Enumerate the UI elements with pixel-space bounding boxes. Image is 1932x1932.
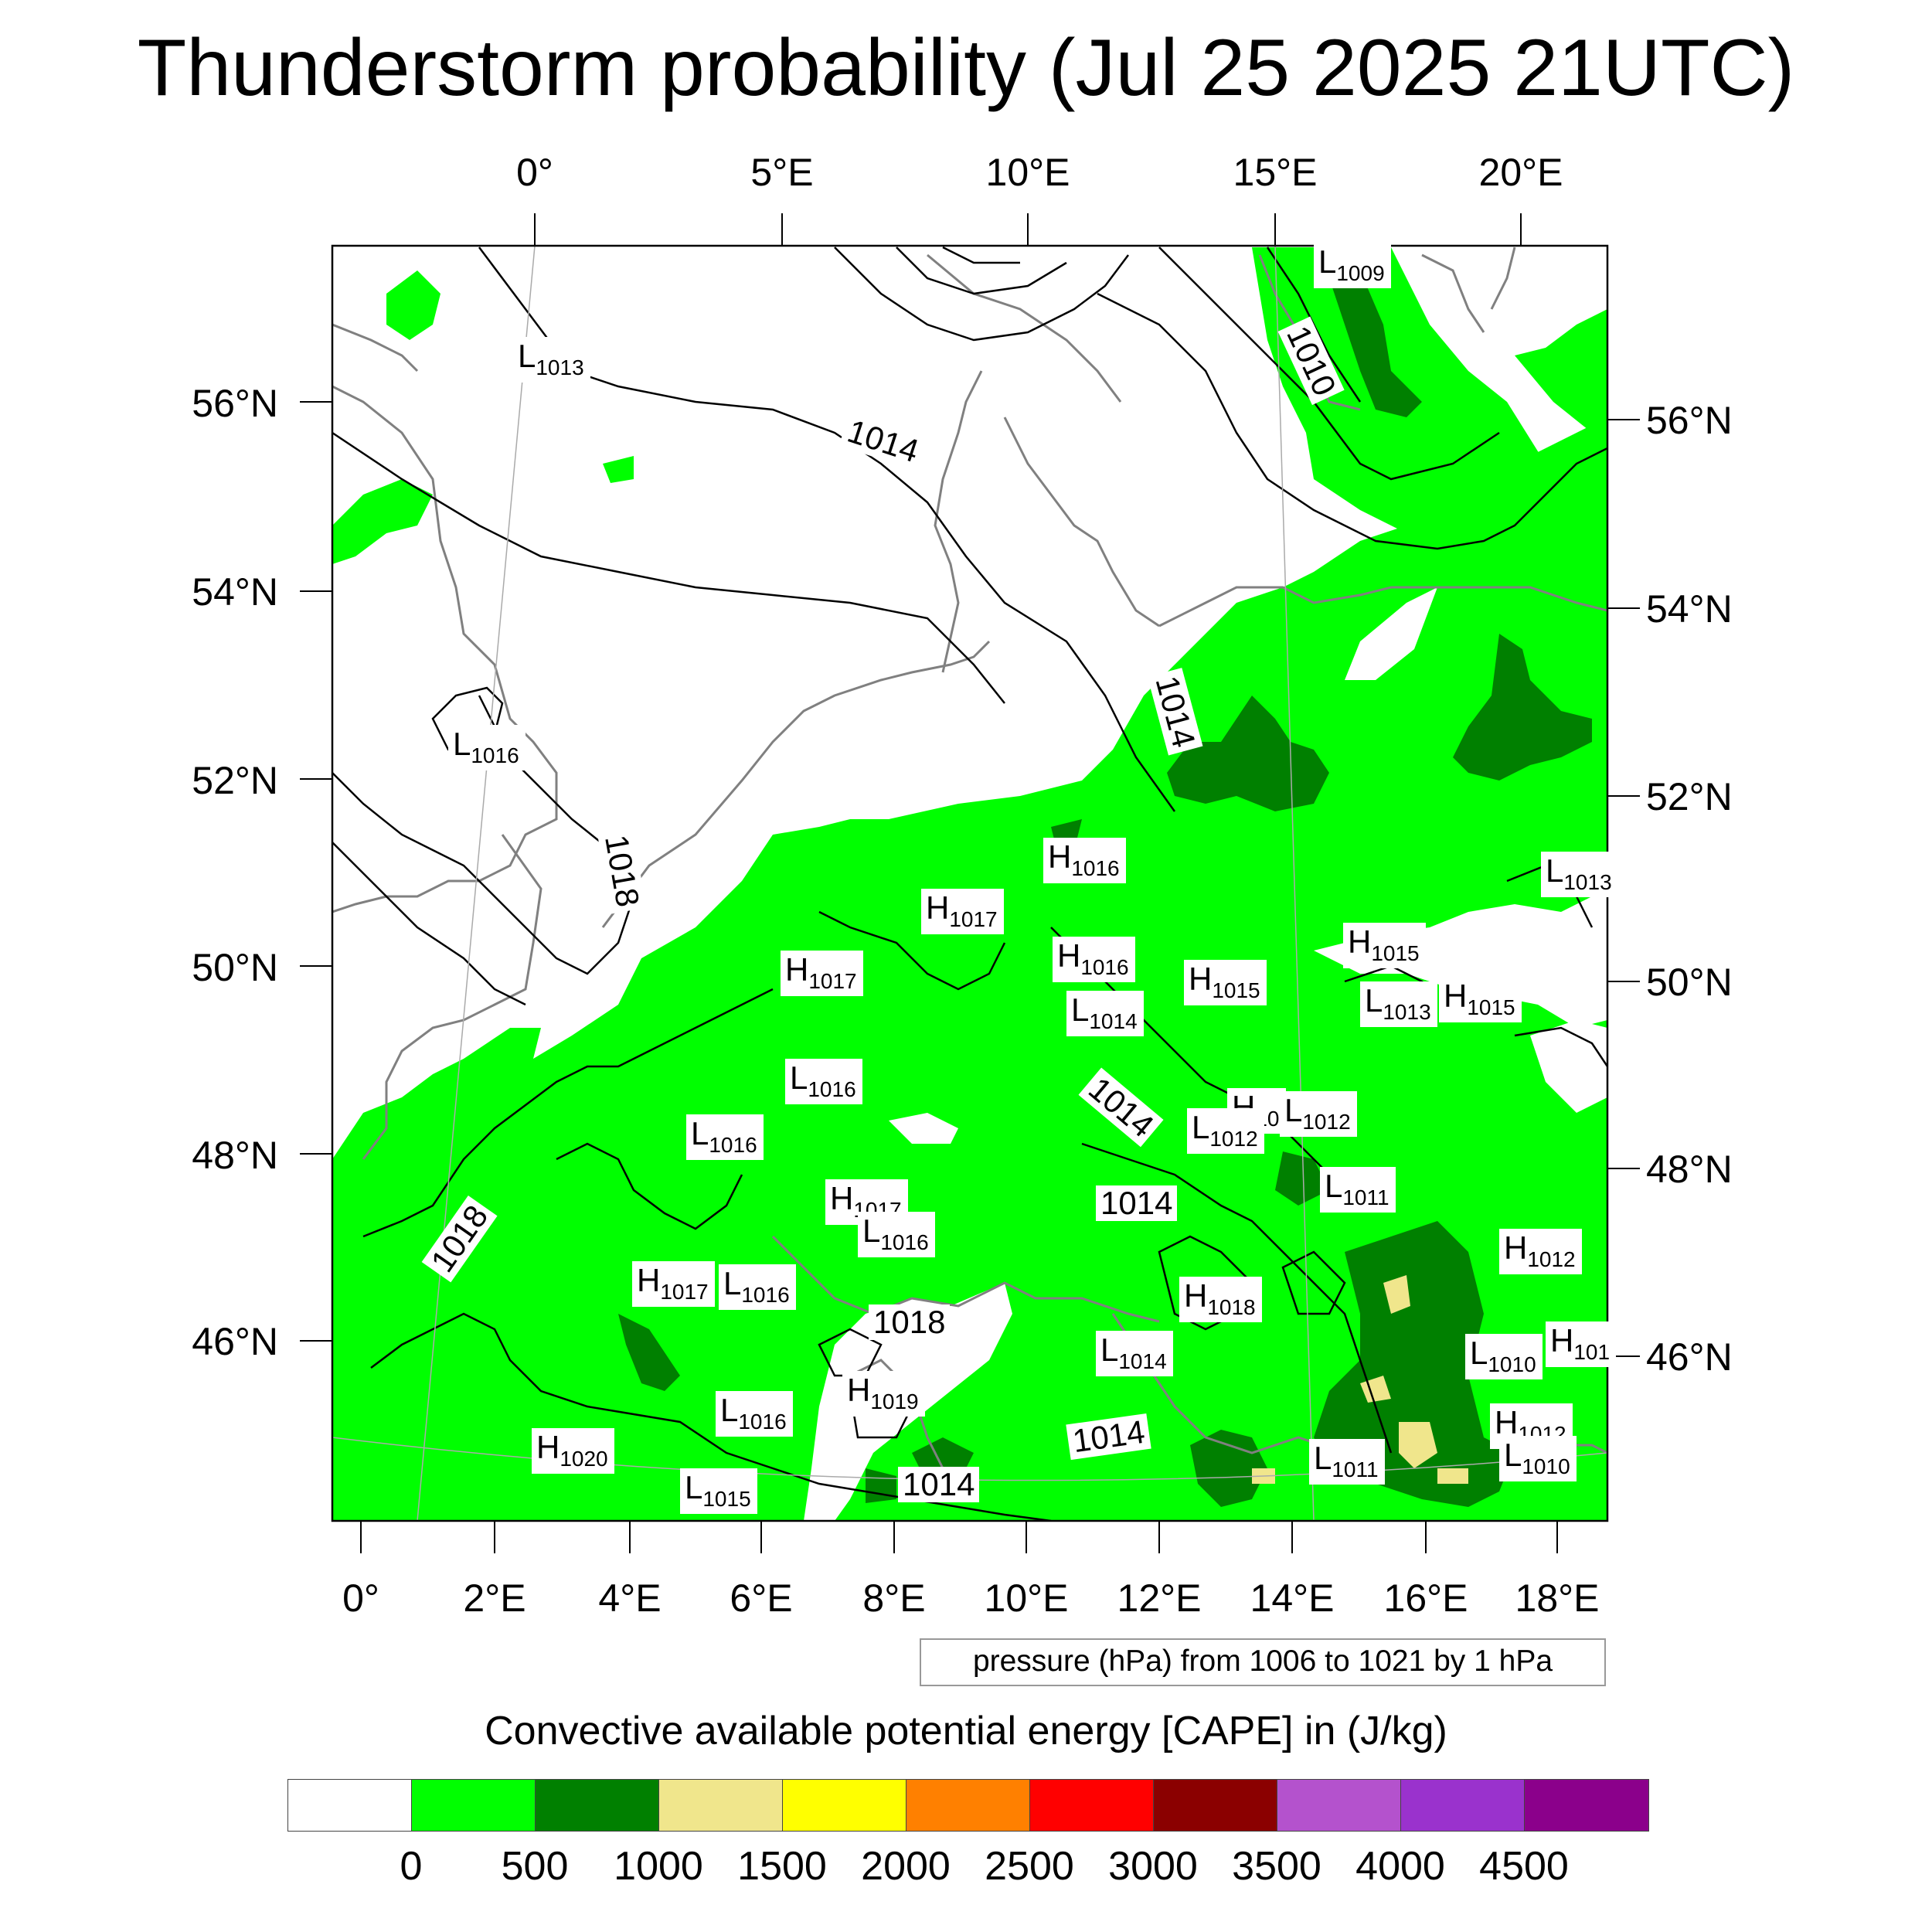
lon-bottom-label: 8°E <box>862 1577 926 1620</box>
lon-top-label: 15°E <box>1233 151 1318 194</box>
pressure-center-label: L1011 <box>1309 1439 1385 1485</box>
lat-right-label: 54°N <box>1646 587 1733 631</box>
pressure-center-label: L1016 <box>686 1114 764 1160</box>
isobar-label: 1018 <box>869 1304 951 1340</box>
colorbar-swatch <box>1401 1780 1525 1831</box>
cape-khaki <box>1252 1275 1468 1484</box>
colorbar-swatch <box>412 1780 536 1831</box>
pressure-center-label: L1011 <box>1320 1167 1396 1213</box>
lat-left-label: 50°N <box>192 946 278 989</box>
colorbar-swatch <box>1154 1780 1277 1831</box>
pressure-center-label: L1016 <box>785 1059 862 1104</box>
lat-right-label: 48°N <box>1646 1148 1733 1191</box>
page-title: Thunderstorm probability (Jul 25 2025 21… <box>137 23 1795 113</box>
lon-bottom-label: 12°E <box>1117 1577 1202 1620</box>
pressure-center-label: H1019 <box>842 1371 925 1417</box>
lat-left-label: 54°N <box>192 570 278 614</box>
pressure-center-label: H1016 <box>1043 838 1126 883</box>
pressure-center-label: H101 <box>1546 1321 1617 1367</box>
lon-bottom-label: 16°E <box>1383 1577 1468 1620</box>
pressure-center-label: H1015 <box>1439 977 1522 1022</box>
pressure-center-label: L1012 <box>1280 1091 1357 1137</box>
cape-dark-green <box>618 255 1592 1507</box>
lat-left-label: 48°N <box>192 1134 278 1177</box>
colorbar-swatch <box>536 1780 659 1831</box>
colorbar-tick-label: 0 <box>400 1844 423 1889</box>
lon-bottom-label: 10°E <box>984 1577 1069 1620</box>
colorbar-title: Convective available potential energy [C… <box>485 1709 1447 1753</box>
colorbar-tick-label: 2000 <box>861 1844 951 1889</box>
isobar-label: 1014 <box>1096 1185 1178 1221</box>
pressure-center-label: H1018 <box>1179 1277 1262 1322</box>
pressure-center-label: L1013 <box>513 337 590 383</box>
pressure-center-label: L1012 <box>1187 1108 1264 1154</box>
lat-right-label: 52°N <box>1646 775 1733 818</box>
axis-ticks <box>300 213 1640 1553</box>
pressure-center-label: L1009 <box>1314 243 1391 288</box>
lon-bottom-label: 0° <box>342 1577 379 1620</box>
pressure-center-label: L1016 <box>716 1391 793 1437</box>
pressure-center-label: L1013 <box>1541 852 1618 897</box>
lon-top-label: 5°E <box>750 151 814 194</box>
lon-bottom-label: 14°E <box>1250 1577 1335 1620</box>
pressure-center-label: H1015 <box>1343 923 1426 968</box>
isobar-label: 1014 <box>898 1467 980 1502</box>
colorbar-tick-label: 4500 <box>1479 1844 1569 1889</box>
pressure-center-label: L1013 <box>1360 981 1437 1027</box>
pressure-center-label: L1010 <box>1499 1436 1577 1481</box>
colorbar-tick-label: 1000 <box>614 1844 703 1889</box>
lat-right-label: 56°N <box>1646 399 1733 442</box>
pressure-center-label: H1020 <box>532 1428 614 1474</box>
pressure-center-label: L1016 <box>719 1264 796 1310</box>
contour-info-box: pressure (hPa) from 1006 to 1021 by 1 hP… <box>920 1638 1606 1686</box>
lat-left-label: 52°N <box>192 759 278 802</box>
pressure-center-label: L1014 <box>1096 1331 1173 1376</box>
pressure-center-label: H1017 <box>632 1261 715 1307</box>
colorbar <box>287 1779 1649 1832</box>
colorbar-swatch <box>1525 1780 1648 1831</box>
colorbar-tick-label: 500 <box>501 1844 569 1889</box>
pressure-center-label: H1016 <box>1053 937 1135 982</box>
pressure-center-label: H1017 <box>921 889 1004 934</box>
pressure-center-label: L1016 <box>858 1212 935 1257</box>
colorbar-swatch <box>288 1780 412 1831</box>
colorbar-swatch <box>1277 1780 1401 1831</box>
colorbar-swatch <box>906 1780 1030 1831</box>
lon-bottom-label: 4°E <box>598 1577 662 1620</box>
pressure-center-label: L1015 <box>680 1468 757 1514</box>
lat-left-label: 46°N <box>192 1320 278 1363</box>
lon-top-label: 20°E <box>1478 151 1563 194</box>
pressure-center-label: L1010 <box>1465 1334 1543 1379</box>
lon-bottom-label: 18°E <box>1515 1577 1600 1620</box>
lon-bottom-label: 6°E <box>730 1577 793 1620</box>
pressure-center-label: H1017 <box>781 951 863 996</box>
colorbar-tick-label: 3000 <box>1108 1844 1198 1889</box>
colorbar-tick-label: 3500 <box>1232 1844 1321 1889</box>
pressure-center-label: H1012 <box>1499 1229 1582 1274</box>
lat-right-label: 46°N <box>1646 1335 1733 1379</box>
colorbar-tick-label: 1500 <box>737 1844 827 1889</box>
lon-bottom-label: 2°E <box>463 1577 526 1620</box>
colorbar-swatch <box>783 1780 906 1831</box>
colorbar-tick-label: 2500 <box>985 1844 1074 1889</box>
pressure-center-label: L1016 <box>448 725 526 770</box>
pressure-center-label: H1015 <box>1184 960 1267 1005</box>
colorbar-tick-label: 4000 <box>1355 1844 1445 1889</box>
colorbar-swatch <box>659 1780 783 1831</box>
pressure-center-label: L1014 <box>1066 991 1144 1036</box>
lon-top-label: 0° <box>516 151 553 194</box>
lat-right-label: 50°N <box>1646 961 1733 1004</box>
lat-left-label: 56°N <box>192 382 278 425</box>
lon-top-label: 10°E <box>985 151 1070 194</box>
colorbar-swatch <box>1030 1780 1154 1831</box>
